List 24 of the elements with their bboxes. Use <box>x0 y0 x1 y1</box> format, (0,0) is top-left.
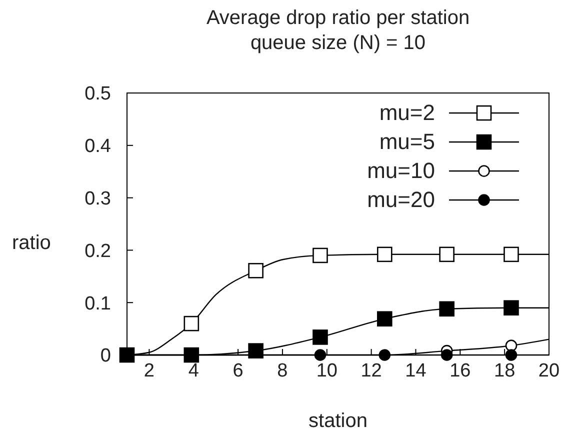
y-tick-label: 0.5 <box>84 84 111 105</box>
legend-label: mu=2 <box>379 100 435 126</box>
y-tick-label: 0.3 <box>84 188 111 210</box>
legend-label: mu=20 <box>367 186 435 212</box>
x-tick-label: 8 <box>277 360 288 382</box>
x-tick-label: 10 <box>316 360 338 382</box>
x-tick-label: 16 <box>450 360 471 382</box>
x-tick-label: 6 <box>232 360 244 382</box>
legend-label: mu=10 <box>367 158 435 184</box>
x-tick-label: 2 <box>144 360 154 382</box>
y-tick-label: 0.2 <box>84 240 111 262</box>
y-tick-label: 0.1 <box>84 293 111 314</box>
x-tick-label: 18 <box>494 360 516 382</box>
y-tick-label: 0.4 <box>84 136 112 158</box>
legend-label: mu=5 <box>379 128 435 154</box>
x-tick-label: 4 <box>188 360 200 382</box>
chart-subtitle: queue size (N) = 10 <box>249 31 427 56</box>
x-axis-title: station <box>308 410 368 433</box>
y-tick-label: 0 <box>100 346 111 367</box>
x-tick-label: 12 <box>360 360 382 382</box>
y-axis-title: ratio <box>12 232 51 255</box>
chart-title: Average drop ratio per station <box>205 6 471 31</box>
x-tick-label: 14 <box>405 360 427 382</box>
x-tick-label: 20 <box>538 360 560 382</box>
